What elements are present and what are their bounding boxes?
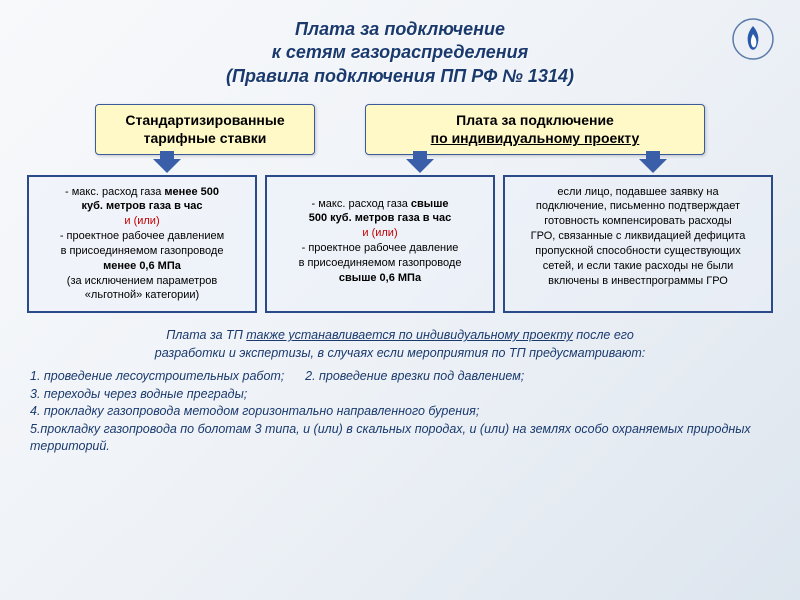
category-standard-rates: Стандартизированные тарифные ставки xyxy=(95,104,315,154)
b1-l5: в присоединяемом газопроводе xyxy=(35,244,249,259)
b2-l1a: - макс. расход газа xyxy=(312,198,411,210)
footer-lead: Плата за ТП также устанавливается по инд… xyxy=(30,327,770,362)
arrow-down-icon xyxy=(406,159,434,173)
b2-l3: и (или) xyxy=(273,226,487,241)
detail-box-over-500: - макс. расход газа свыше 500 куб. метро… xyxy=(265,175,495,314)
page-title: Плата за подключение к сетям газораспред… xyxy=(0,0,800,96)
b1-l6: менее 0,6 МПа xyxy=(35,259,249,274)
footer-item-2: 2. проведение врезки под давлением; xyxy=(305,369,524,383)
footer-note: Плата за ТП также устанавливается по инд… xyxy=(0,313,800,456)
b2-l4: - проектное рабочее давление xyxy=(273,241,487,256)
b3-l4: ГРО, связанные с ликвидацией дефицита xyxy=(511,229,765,244)
detail-box-under-500: - макс. расход газа менее 500 куб. метро… xyxy=(27,175,257,314)
b3-l7: включены в инвестпрограммы ГРО xyxy=(511,274,765,289)
b2-l6: свыше 0,6 МПа xyxy=(273,271,487,286)
footer-lead2: после его xyxy=(573,328,634,342)
title-line-1: Плата за подключение xyxy=(40,18,760,41)
b3-l2: подключение, письменно подтверждает xyxy=(511,199,765,214)
b1-l3: и (или) xyxy=(35,214,249,229)
detail-boxes-row: - макс. расход газа менее 500 куб. метро… xyxy=(0,175,800,314)
cat-right-line2: по индивидуальному проекту xyxy=(382,129,688,147)
footer-item-4: 4. прокладку газопровода методом горизон… xyxy=(30,404,479,418)
b3-l5: пропускной способности существующих xyxy=(511,244,765,259)
arrow-down-icon xyxy=(153,159,181,173)
b1-l1a: - макс. расход газа xyxy=(65,186,164,198)
b1-l8: «льготной» категории) xyxy=(35,288,249,303)
detail-box-compensation: если лицо, подавшее заявку на подключени… xyxy=(503,175,773,314)
b2-l1b: свыше xyxy=(411,198,449,210)
b3-l1: если лицо, подавшее заявку на xyxy=(511,185,765,200)
b1-l7: (за исключением параметров xyxy=(35,274,249,289)
arrows-row xyxy=(0,155,800,175)
b1-l1b: менее 500 xyxy=(164,186,219,198)
footer-list: 1. проведение лесоустроительных работ; 2… xyxy=(30,368,770,456)
footer-lead3: разработки и экспертизы, в случаях если … xyxy=(155,346,645,360)
b3-l3: готовность компенсировать расходы xyxy=(511,214,765,229)
title-line-2: к сетям газораспределения xyxy=(40,41,760,64)
footer-item-5: 5.прокладку газопровода по болотам 3 тип… xyxy=(30,422,751,454)
gas-flame-logo xyxy=(732,18,774,60)
cat-left-line1: Стандартизированные xyxy=(112,111,298,129)
footer-lead1: Плата за ТП xyxy=(166,328,246,342)
b1-l2: куб. метров газа в час xyxy=(35,199,249,214)
b2-l2: 500 куб. метров газа в час xyxy=(273,211,487,226)
cat-right-line1: Плата за подключение xyxy=(382,111,688,129)
b2-l5: в присоединяемом газопроводе xyxy=(273,256,487,271)
b3-l6: сетей, и если такие расходы не были xyxy=(511,259,765,274)
footer-item-3: 3. переходы через водные преграды; xyxy=(30,387,247,401)
category-individual-project: Плата за подключение по индивидуальному … xyxy=(365,104,705,154)
b1-l4: - проектное рабочее давлением xyxy=(35,229,249,244)
arrow-down-icon xyxy=(639,159,667,173)
cat-left-line2: тарифные ставки xyxy=(112,129,298,147)
title-line-3: (Правила подключения ПП РФ № 1314) xyxy=(40,65,760,88)
footer-lead-underline: также устанавливается по индивидуальному… xyxy=(246,328,573,342)
category-row: Стандартизированные тарифные ставки Плат… xyxy=(0,104,800,154)
footer-item-1: 1. проведение лесоустроительных работ; xyxy=(30,369,284,383)
